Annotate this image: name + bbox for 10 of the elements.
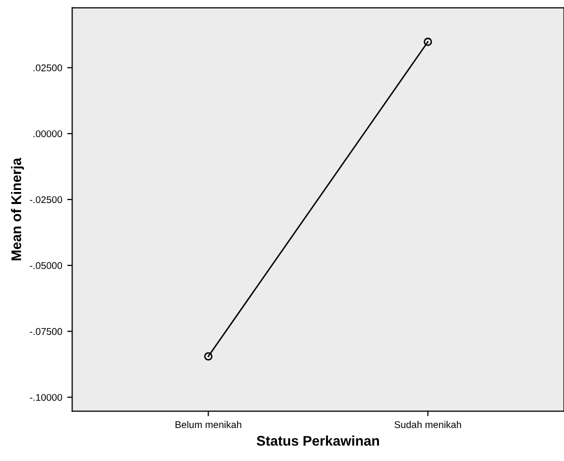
x-tick-label: Belum menikah (176, 420, 242, 428)
x-axis-title: Status Perkawinan (256, 436, 379, 446)
y-tick-label: -.07500 (30, 328, 62, 335)
y-axis-title: Mean of Kinerja (10, 158, 24, 260)
y-tick-label: .02500 (34, 64, 62, 72)
y-tick-label: -.05000 (30, 262, 62, 270)
y-tick-label: .00000 (34, 130, 62, 138)
x-tick-label: Sudah menikah (394, 420, 462, 428)
y-tick-label: -.10000 (30, 394, 62, 401)
y-tick-label: -.02500 (30, 196, 62, 204)
